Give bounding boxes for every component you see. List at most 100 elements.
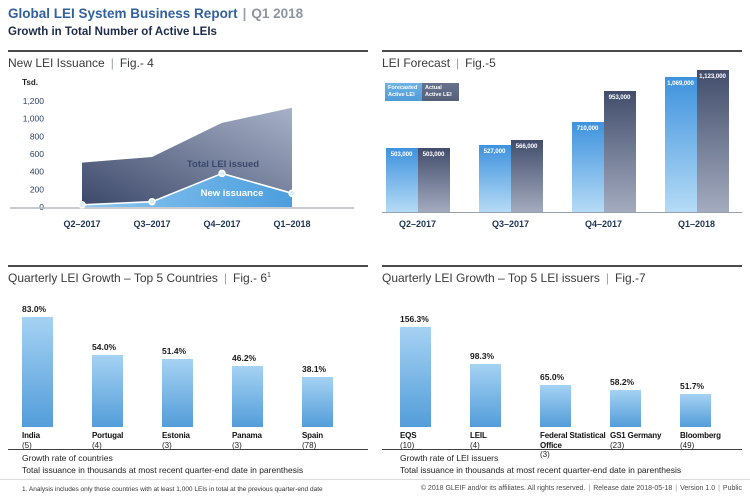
release-date: Release date 2018-05-18	[593, 485, 673, 492]
bar-value-label: 503,000	[422, 151, 445, 159]
fig5-x-label: Q4–2017	[584, 219, 623, 229]
growth-bar	[22, 317, 53, 427]
new-issuance-marker	[78, 201, 86, 209]
fig4-y-tick: 1,200	[23, 96, 45, 106]
category-label: EQS (10)	[400, 431, 472, 450]
fig4-y-tick: 0	[39, 202, 44, 212]
bar-item-india: 83.0% India (5)	[22, 304, 94, 482]
fig7-title-separator: |	[605, 271, 609, 285]
new-issuance-line	[81, 172, 293, 206]
new-issuance-marker	[148, 197, 156, 206]
version-label: Version 1.0	[680, 485, 716, 492]
growth-value-label: 83.0%	[22, 304, 47, 314]
category-count: (3)	[232, 440, 242, 450]
category-count: (4)	[470, 440, 480, 450]
growth-value-label: 51.7%	[680, 380, 705, 391]
footer-separator-1: |	[588, 485, 591, 492]
fig7-caption-line2: Total issuance in thousands at most rece…	[400, 464, 682, 475]
fig5-title-separator: |	[456, 56, 460, 70]
category-count: (23)	[610, 440, 625, 450]
category-label: Portugal (4)	[92, 431, 164, 450]
fig4-x-label: Q1–2018	[273, 219, 310, 229]
growth-value-label: 51.4%	[162, 345, 187, 356]
page-subtitle: Growth in Total Number of Active LEIs	[8, 26, 217, 38]
fig5-x-label: Q2–2017	[398, 219, 437, 229]
fig7-caption-line1: Growth rate of LEI issuers	[400, 453, 499, 463]
fig4-unit-label: Tsd.	[22, 78, 38, 87]
new-issuance-area	[82, 173, 292, 207]
category-name: Estonia	[162, 431, 190, 440]
footer-divider	[0, 479, 750, 480]
bar-item-bloomberg: 51.7% Bloomberg (49)	[680, 307, 750, 482]
fig6-caption: Growth rate of countries Total issuance …	[22, 453, 303, 477]
copyright-line: © 2018 GLEIF and/or its affiliates. All …	[421, 485, 742, 492]
actual-bar: 503,000	[417, 148, 450, 212]
fig6-title-separator: |	[223, 271, 228, 285]
fig7-caption: Growth rate of LEI issuers Total issuanc…	[400, 453, 681, 477]
fig7-title-text: Quarterly LEI Growth – Top 5 LEI issuers	[382, 271, 600, 285]
fig6-title: Quarterly LEI Growth – Top 5 Countries | F…	[8, 271, 368, 285]
growth-bar	[302, 376, 333, 427]
bar-value-label: 503,000	[390, 151, 413, 159]
bar-value-label: 527,000	[483, 148, 506, 156]
new-issuance-marker	[218, 169, 226, 178]
category-name: Spain	[302, 431, 324, 440]
fig5-title: LEI Forecast | Fig.-5	[382, 56, 742, 70]
fig4-y-tick: 800	[30, 131, 44, 141]
fig4-y-tick: 400	[30, 167, 44, 177]
fig4-title-separator: |	[110, 56, 114, 70]
forecast-bar: 503,000	[385, 148, 418, 212]
bar-value-label: 710,000	[576, 125, 599, 133]
growth-bar	[232, 365, 263, 427]
top5-issuers-bar-chart: 156.3% EQS (10) 98.3% LEIL (4) 65.0% Federal St…	[382, 307, 742, 482]
bar-value-label: 1,069,000	[667, 79, 694, 87]
fig7-title: Quarterly LEI Growth – Top 5 LEI issuers…	[382, 271, 742, 285]
growth-bar	[610, 389, 641, 427]
fig5-x-axis-line	[382, 212, 742, 213]
report-title: Global LEI System Business Report	[8, 6, 238, 21]
category-count: (5)	[22, 440, 32, 450]
fig5-x-label: Q1–2018	[677, 219, 716, 229]
fig6-caption-line1: Growth rate of countries	[22, 453, 113, 463]
footer-separator-2: |	[675, 485, 678, 492]
category-name: Portugal	[92, 431, 124, 440]
fig6-title-text: Quarterly LEI Growth – Top 5 Countries	[8, 271, 218, 285]
bar-value-label: 1,123,000	[699, 73, 726, 80]
bar-item-spain: 38.1% Spain (78)	[302, 307, 374, 482]
category-label: Federal Statistical Office (3)	[540, 431, 612, 460]
growth-bar	[540, 385, 571, 427]
category-label: Panama (3)	[232, 431, 304, 450]
fig4-x-label: Q3–2017	[133, 219, 170, 229]
fig7-fig-label: Fig.-7	[615, 271, 646, 285]
forecast-bar: 710,000	[571, 122, 604, 212]
fig6-caption-rule	[8, 449, 368, 450]
category-name: India	[22, 431, 40, 440]
growth-value-label: 54.0%	[92, 342, 117, 353]
category-label: India (5)	[22, 431, 94, 450]
fig5-legend: Forecasted Active LEI Actual Active LEI	[385, 83, 459, 101]
fig4-y-tick: 200	[30, 184, 44, 194]
growth-value-label: 46.2%	[232, 352, 257, 363]
fig6-fig-label: Fig.- 6	[233, 271, 268, 285]
panel-lei-forecast: LEI Forecast | Fig.-5 Forecasted Active LE…	[382, 50, 742, 257]
new-lei-issuance-area-chart: Tsd. 1,200 1,000 800 600 400 200 0 Total LEI iss…	[10, 78, 354, 229]
growth-value-label: 98.3%	[470, 351, 495, 362]
fig4-y-tick: 600	[30, 149, 44, 159]
growth-bar	[400, 327, 431, 427]
bar-item-estonia: 51.4% Estonia (3)	[162, 307, 234, 482]
category-name: Federal Statistical Office	[540, 431, 606, 450]
category-count: (3)	[540, 450, 550, 460]
fig4-fig-label: Fig.- 4	[119, 56, 154, 70]
fig4-x-label: Q4–2017	[203, 219, 240, 229]
actual-bar: 1,123,000	[696, 70, 729, 212]
growth-value-label: 58.2%	[610, 376, 635, 387]
title-separator: |	[242, 6, 247, 21]
category-label: Spain (78)	[302, 431, 374, 450]
fig6-footnote-marker: 1	[267, 272, 271, 279]
fig5-title-text: LEI Forecast	[382, 56, 451, 70]
category-count: (3)	[162, 440, 172, 450]
report-period: Q1 2018	[251, 6, 304, 21]
footer-separator-3: |	[718, 485, 720, 492]
forecast-bar: 527,000	[478, 145, 511, 212]
new-issuance-label: New issuance	[201, 188, 264, 199]
